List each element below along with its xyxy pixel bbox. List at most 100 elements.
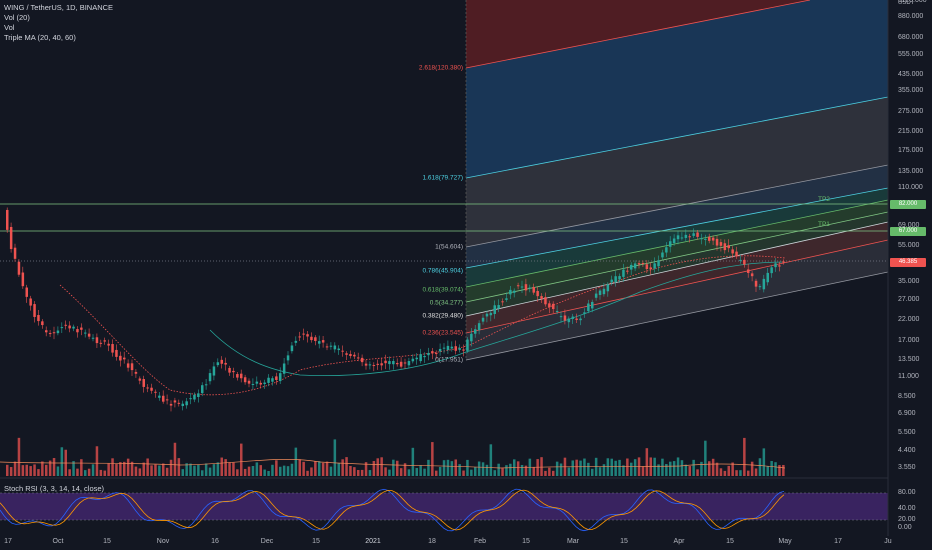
volume-bar: [548, 467, 551, 476]
volume-bar: [138, 468, 142, 476]
candle: [87, 333, 91, 337]
volume-bar: [68, 469, 71, 476]
price-axis-label: 275.000: [898, 108, 924, 115]
volume-bar: [458, 464, 461, 476]
time-axis-label: 15: [522, 538, 530, 545]
symbol-title[interactable]: WING / TetherUS, 1D, BINANCE: [4, 3, 114, 12]
candle: [661, 252, 664, 258]
price-axis-label: 435.000: [898, 71, 924, 78]
candle: [357, 357, 360, 359]
volume-bar: [711, 458, 715, 476]
volume-bar: [9, 467, 13, 476]
volume-bar: [126, 458, 130, 476]
volume-bar: [197, 464, 200, 476]
volume-bar: [591, 468, 594, 476]
price-axis-label: 13.500: [898, 356, 920, 363]
price-candles: [6, 207, 785, 412]
price-axis-label: 6.900: [898, 410, 916, 417]
candle: [286, 355, 290, 361]
volume-bar: [723, 470, 727, 476]
volume-bar: [419, 465, 422, 476]
price-axis-label: 110.000: [898, 184, 923, 191]
volume-bar: [37, 469, 40, 476]
volume-bar: [602, 464, 606, 476]
vol2-indicator-label[interactable]: Vol: [4, 23, 15, 32]
volume-bar: [185, 463, 188, 476]
volume-bar: [442, 460, 446, 476]
candle: [169, 403, 173, 406]
fib-level-label: 0.5(34.277): [429, 299, 463, 307]
volume-bar: [247, 466, 251, 476]
ma-indicator-label[interactable]: Triple MA (20, 40, 60): [4, 33, 76, 42]
candle: [501, 301, 504, 303]
volume-bar: [559, 463, 563, 476]
volume-bar: [290, 463, 294, 476]
candle: [719, 242, 723, 246]
volume-bar: [501, 468, 504, 476]
volume-bar: [509, 463, 512, 476]
volume-bar: [123, 461, 126, 476]
volume-bar: [462, 470, 465, 476]
volume-bar: [665, 464, 668, 476]
volume-bar: [450, 461, 454, 476]
volume-bar: [255, 462, 259, 476]
volume-bar: [653, 457, 656, 476]
price-axis[interactable]: USDT 1120.000 880.000 680.000 555.000 435.000…: [888, 0, 932, 478]
candle: [380, 363, 383, 366]
volume-bar: [13, 461, 17, 476]
volume-bar: [376, 458, 379, 476]
time-axis-label: 15: [103, 538, 111, 545]
volume-bar: [103, 470, 106, 476]
volume-bar: [485, 464, 489, 476]
candle: [618, 276, 621, 280]
candle: [150, 387, 153, 391]
candle: [353, 354, 356, 357]
volume-bar: [427, 459, 430, 476]
candle: [325, 346, 329, 348]
candle: [411, 358, 415, 362]
volume-bar: [532, 467, 535, 476]
candle: [606, 284, 610, 292]
volume-bar: [6, 464, 9, 476]
volume-bar: [481, 462, 485, 476]
volume-bar: [169, 459, 173, 476]
time-axis-label: Apr: [673, 538, 685, 545]
volume-bar: [41, 461, 44, 476]
time-axis[interactable]: 17 Oct 15 Nov 16 Dec 15 2021 18 Feb 15 Mar 15 Apr 15 Ma…: [0, 536, 892, 550]
vol-indicator-label[interactable]: Vol (20): [4, 13, 30, 22]
candle: [559, 316, 563, 318]
time-axis-label: May: [778, 538, 792, 545]
volume-bar: [735, 470, 738, 476]
candle: [645, 264, 649, 270]
candle: [770, 267, 773, 274]
volume-bar: [739, 470, 742, 476]
volume-bar: [540, 457, 543, 476]
volume-bar: [684, 464, 688, 476]
volume-bar: [782, 464, 785, 476]
candle: [349, 354, 352, 356]
volume-bar: [403, 463, 407, 476]
volume-bar: [99, 469, 103, 476]
candle: [306, 334, 309, 337]
candle: [630, 264, 633, 270]
stoch-axis[interactable]: 80.00 40.00 20.00 0.00: [888, 478, 932, 536]
candle: [267, 377, 270, 383]
volume-bar: [56, 466, 60, 476]
stoch-rsi-label[interactable]: Stoch RSI (3, 3, 14, 14, close): [4, 484, 105, 493]
candle: [591, 301, 594, 309]
volume-bar: [368, 470, 372, 476]
candle: [263, 382, 266, 385]
volume-bar: [719, 468, 723, 476]
volume-bar: [661, 458, 664, 476]
time-axis-label: 18: [428, 538, 436, 545]
candle: [579, 318, 582, 321]
price-axis-label: 55.000: [898, 242, 920, 249]
volume-bar: [48, 460, 52, 476]
candle: [583, 312, 586, 314]
candle: [115, 349, 118, 357]
stoch-axis-label: 80.00: [898, 489, 916, 496]
volume-bar: [618, 459, 621, 476]
candle: [470, 333, 473, 342]
candle: [626, 270, 629, 272]
